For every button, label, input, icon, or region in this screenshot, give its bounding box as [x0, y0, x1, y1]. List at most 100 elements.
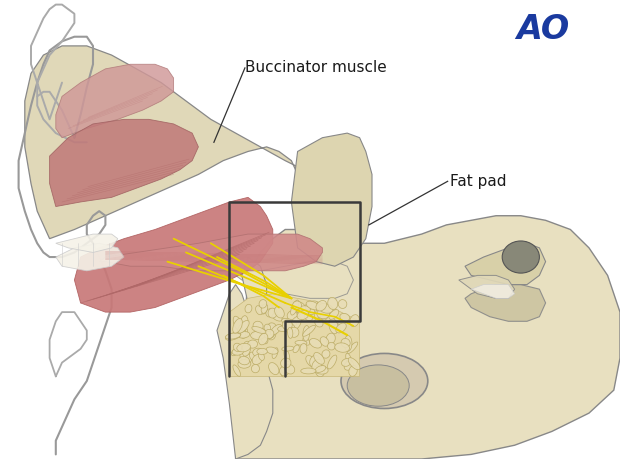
Ellipse shape: [266, 347, 278, 354]
Ellipse shape: [348, 358, 360, 370]
Ellipse shape: [232, 348, 244, 355]
Ellipse shape: [240, 316, 248, 331]
Ellipse shape: [303, 337, 309, 345]
Ellipse shape: [339, 300, 347, 308]
Ellipse shape: [315, 318, 323, 327]
Polygon shape: [56, 64, 174, 138]
Ellipse shape: [237, 343, 250, 352]
Polygon shape: [229, 294, 360, 376]
Ellipse shape: [502, 241, 539, 273]
Ellipse shape: [316, 301, 327, 311]
Ellipse shape: [252, 354, 262, 364]
Ellipse shape: [272, 314, 282, 321]
Ellipse shape: [225, 333, 241, 339]
Polygon shape: [217, 285, 273, 459]
Ellipse shape: [293, 301, 301, 310]
Ellipse shape: [239, 328, 246, 337]
Ellipse shape: [334, 324, 340, 331]
Ellipse shape: [303, 325, 316, 336]
Ellipse shape: [342, 358, 351, 366]
Ellipse shape: [306, 356, 317, 367]
Polygon shape: [56, 234, 118, 252]
Ellipse shape: [267, 323, 277, 332]
Ellipse shape: [258, 305, 267, 314]
Ellipse shape: [293, 345, 299, 353]
Ellipse shape: [301, 368, 316, 374]
Ellipse shape: [340, 313, 350, 321]
Polygon shape: [465, 243, 546, 285]
Ellipse shape: [280, 366, 289, 376]
Ellipse shape: [259, 300, 267, 308]
Ellipse shape: [281, 364, 289, 377]
Ellipse shape: [290, 316, 301, 330]
Ellipse shape: [233, 365, 241, 376]
Polygon shape: [291, 133, 372, 266]
Ellipse shape: [298, 311, 308, 322]
Ellipse shape: [253, 348, 264, 357]
Ellipse shape: [298, 307, 307, 316]
Text: Buccinator muscle: Buccinator muscle: [245, 61, 387, 75]
Ellipse shape: [309, 339, 322, 348]
Ellipse shape: [327, 342, 335, 350]
Polygon shape: [50, 119, 198, 207]
Ellipse shape: [266, 309, 274, 317]
Ellipse shape: [272, 348, 278, 358]
Ellipse shape: [249, 352, 257, 361]
Ellipse shape: [252, 326, 266, 333]
Ellipse shape: [268, 363, 279, 375]
Ellipse shape: [347, 365, 409, 406]
Ellipse shape: [255, 306, 262, 315]
Ellipse shape: [326, 333, 335, 344]
Ellipse shape: [314, 353, 324, 364]
Ellipse shape: [290, 327, 299, 337]
Ellipse shape: [344, 336, 352, 351]
Ellipse shape: [327, 355, 337, 369]
Ellipse shape: [341, 353, 428, 409]
Ellipse shape: [250, 331, 265, 340]
Ellipse shape: [329, 310, 339, 319]
Ellipse shape: [285, 364, 294, 374]
Ellipse shape: [297, 310, 309, 319]
Ellipse shape: [335, 343, 350, 352]
Polygon shape: [459, 275, 515, 298]
Ellipse shape: [344, 361, 353, 370]
Ellipse shape: [270, 325, 281, 335]
Ellipse shape: [261, 304, 268, 313]
Ellipse shape: [245, 304, 252, 313]
Ellipse shape: [240, 327, 248, 338]
Ellipse shape: [259, 329, 268, 344]
Ellipse shape: [238, 331, 250, 338]
Ellipse shape: [265, 325, 275, 338]
Ellipse shape: [281, 358, 291, 368]
Ellipse shape: [304, 313, 312, 321]
Ellipse shape: [295, 341, 307, 345]
Ellipse shape: [275, 307, 285, 318]
Ellipse shape: [346, 353, 352, 367]
Ellipse shape: [233, 316, 242, 331]
Ellipse shape: [276, 325, 290, 331]
Polygon shape: [465, 285, 546, 321]
Polygon shape: [25, 46, 353, 239]
Ellipse shape: [240, 351, 246, 360]
Ellipse shape: [322, 350, 330, 358]
Ellipse shape: [238, 359, 251, 368]
Ellipse shape: [264, 330, 274, 339]
Polygon shape: [99, 234, 322, 271]
Ellipse shape: [253, 321, 263, 331]
Ellipse shape: [305, 301, 318, 309]
Ellipse shape: [259, 352, 264, 360]
Ellipse shape: [285, 323, 296, 335]
Ellipse shape: [321, 311, 328, 320]
Ellipse shape: [336, 323, 346, 333]
Ellipse shape: [257, 348, 267, 354]
Ellipse shape: [281, 319, 296, 326]
Ellipse shape: [350, 315, 359, 327]
Ellipse shape: [314, 308, 322, 319]
Ellipse shape: [226, 332, 241, 340]
Ellipse shape: [328, 297, 338, 309]
Ellipse shape: [252, 329, 264, 338]
Polygon shape: [471, 285, 515, 298]
Ellipse shape: [317, 309, 329, 319]
Ellipse shape: [284, 350, 290, 362]
Ellipse shape: [239, 357, 249, 365]
